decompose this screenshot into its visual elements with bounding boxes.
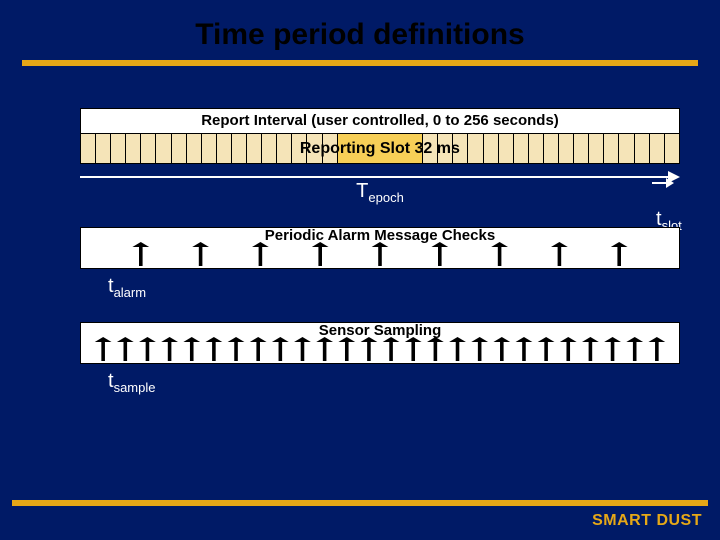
slot: [664, 133, 679, 163]
slot: [543, 133, 558, 163]
t-sample-label: tsample: [108, 370, 680, 395]
slot: [276, 133, 291, 163]
slot: [155, 133, 170, 163]
slot: [216, 133, 231, 163]
slot: [588, 133, 603, 163]
slot: [261, 133, 276, 163]
slot: [186, 133, 201, 163]
slot: [140, 133, 155, 163]
slot: [95, 133, 110, 163]
slot: [171, 133, 186, 163]
slot: [81, 133, 95, 163]
slot: [498, 133, 513, 163]
slot: [467, 133, 482, 163]
slot: [125, 133, 140, 163]
slot: [246, 133, 261, 163]
sensor-sampling-box: Sensor Sampling: [80, 322, 680, 364]
slot: [558, 133, 573, 163]
t-slot-arrow: [652, 180, 672, 186]
slot: [573, 133, 588, 163]
footer-underline: [12, 500, 708, 506]
slot: [649, 133, 664, 163]
slot: [231, 133, 246, 163]
slot: [483, 133, 498, 163]
brand-label: SMART DUST: [592, 512, 702, 530]
t-epoch-arrow: [80, 174, 680, 180]
slot: [110, 133, 125, 163]
slot: Reporting Slot 32 ms: [337, 133, 423, 163]
slot-row: Reporting Slot 32 ms: [81, 133, 679, 163]
content-area: Report Interval (user controlled, 0 to 2…: [80, 108, 680, 395]
reporting-slot-label: Reporting Slot 32 ms: [300, 140, 460, 158]
slot: [201, 133, 216, 163]
alarm-checks-box: Periodic Alarm Message Checks: [80, 227, 680, 269]
t-epoch-label: Tepoch: [80, 180, 680, 205]
page-title: Time period definitions: [0, 0, 720, 60]
slot: [618, 133, 633, 163]
slot: [513, 133, 528, 163]
title-underline: [22, 60, 698, 66]
slot: [528, 133, 543, 163]
t-alarm-label: talarm: [108, 275, 680, 300]
report-interval-caption: Report Interval (user controlled, 0 to 2…: [81, 109, 679, 133]
report-interval-box: Report Interval (user controlled, 0 to 2…: [80, 108, 680, 164]
slot: [634, 133, 649, 163]
slot: [603, 133, 618, 163]
